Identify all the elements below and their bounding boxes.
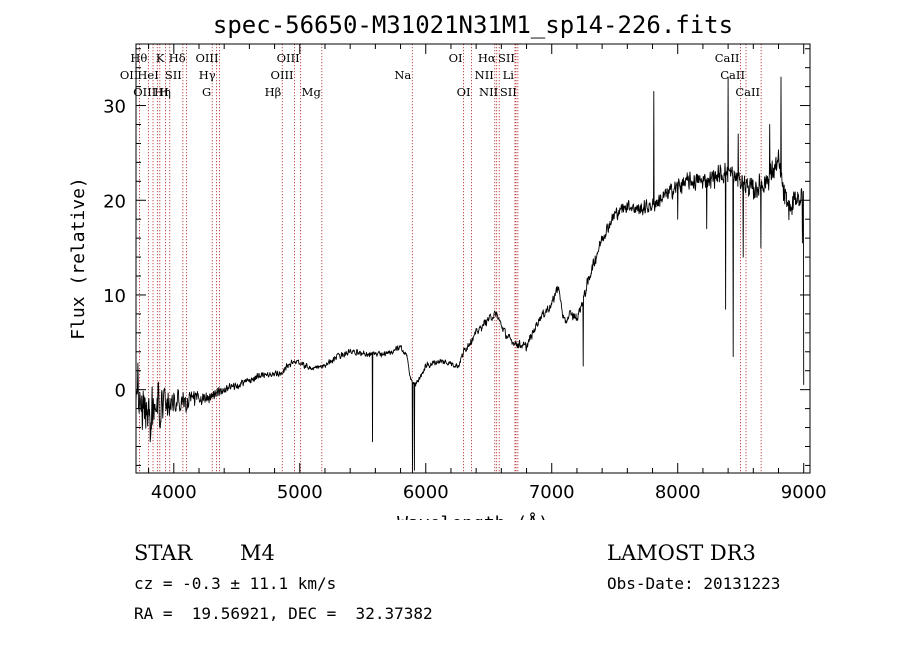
axis-ticks: 4000 5000 6000 7000 8000 9000 0 10 20 30 (103, 44, 827, 503)
spectral-line-label: OIII (195, 51, 218, 65)
spectral-line-label: SII (165, 68, 182, 82)
spectral-line-label: CaII (720, 68, 745, 82)
coordinates-text: RA = 19.56921, DEC = 32.37382 (134, 604, 433, 623)
x-tick-label: 5000 (277, 482, 323, 503)
spectral-line-label: HeI (137, 68, 158, 82)
object-subclass-label: M4 (240, 541, 275, 565)
x-tick-label: 6000 (403, 482, 449, 503)
spectral-line-label: G (202, 85, 211, 99)
spectral-line-label: Li (503, 68, 515, 82)
object-class-label: STAR (134, 541, 193, 565)
spectral-line-label: OIII (133, 85, 156, 99)
redshift-text: cz = -0.3 ± 11.1 km/s (134, 574, 337, 593)
spectral-line-markers (139, 44, 762, 473)
x-tick-label: 7000 (529, 482, 575, 503)
y-axis-title: Flux (relative) (68, 177, 89, 340)
spectral-line-label: Hγ (199, 68, 216, 82)
spectral-line-label: SII (498, 51, 515, 65)
spectral-line-label: H (159, 85, 169, 99)
x-tick-label: 4000 (151, 482, 197, 503)
spectral-line-label: Hθ (130, 51, 147, 65)
plot-frame (135, 43, 811, 474)
spectral-line-label: OI (449, 51, 463, 65)
x-tick-label: 8000 (655, 482, 701, 503)
spectral-line-label: OII (120, 68, 139, 82)
y-tick-label: 30 (103, 97, 126, 118)
observation-date: Obs-Date: 20131223 (607, 574, 781, 593)
spectral-line-label: Hα (478, 51, 496, 65)
x-axis-title: Wavelength (Å) (397, 512, 549, 520)
spectral-line-label: NII (479, 85, 498, 99)
chart-title: spec-56650-M31021N31M1_sp14-226.fits (213, 11, 733, 39)
x-tick-label: 9000 (781, 482, 827, 503)
y-tick-label: 0 (115, 381, 126, 402)
spectral-line-label: Hβ (265, 85, 282, 99)
spectral-line-label: CaII (715, 51, 740, 65)
spectrum-series-line (135, 76, 805, 474)
spectral-line-label: OIII (277, 51, 300, 65)
spectral-line-label: Na (394, 68, 411, 82)
spectral-line-label: Mg (302, 85, 322, 99)
spectral-line-label: OI (457, 85, 471, 99)
y-tick-label: 20 (103, 191, 126, 212)
spectral-line-label: NII (475, 68, 494, 82)
spectral-line-label: SII (500, 85, 517, 99)
survey-label: LAMOST DR3 (607, 541, 756, 565)
spectral-line-label: K (156, 51, 165, 65)
spectral-line-label: Hη (154, 85, 171, 99)
spectral-line-label: CaII (735, 85, 760, 99)
spectral-line-label: OIII (271, 68, 294, 82)
y-tick-label: 10 (103, 286, 126, 307)
spectral-line-label: Hδ (169, 51, 186, 65)
